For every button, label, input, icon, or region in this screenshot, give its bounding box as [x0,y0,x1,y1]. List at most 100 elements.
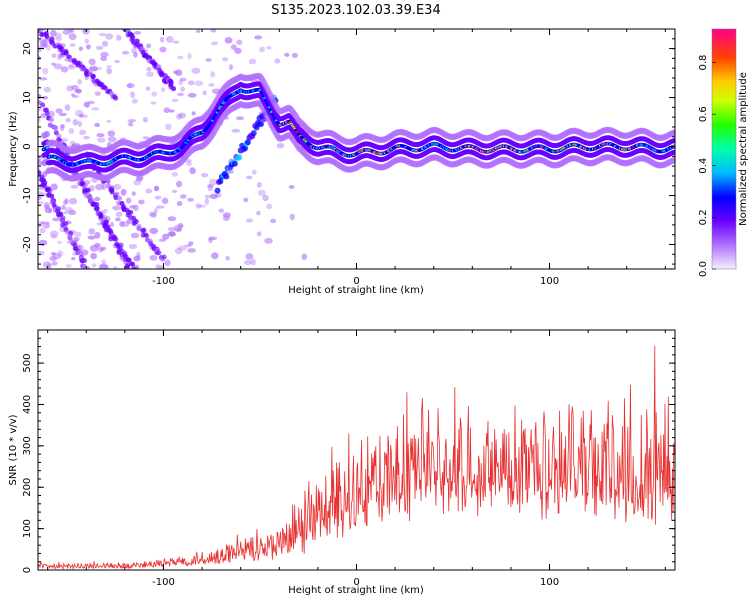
heatmap-cell [251,169,257,175]
heatmap-cell [672,137,675,143]
heatmap-cell [131,47,137,54]
heatmap-cell [72,245,78,251]
heatmap-cell [89,244,99,252]
heatmap-cell [150,212,157,218]
heatmap-cell [64,104,71,111]
heatmap-cell [117,195,123,201]
heatmap-cell [250,258,256,266]
heatmap-cell [162,233,170,240]
spectrogram-x-tick-label: 100 [540,276,559,287]
heatmap-cell [158,238,167,243]
heatmap-cell [106,67,112,75]
heatmap-cell [187,197,194,202]
spectrogram-y-tick-label: -20 [22,236,33,252]
heatmap-cell [289,213,295,221]
heatmap-cell [81,258,87,264]
heatmap-cell [38,170,42,176]
heatmap-cell [264,237,273,244]
heatmap-cell [145,71,154,77]
heatmap-cell [153,185,160,192]
heatmap-cell [257,189,266,197]
heatmap-cell [130,261,136,267]
colorbar-label: Normalized spectral amplitude [738,72,749,226]
heatmap-cell [78,114,88,119]
heatmap-cell [72,94,79,99]
heatmap-cell [223,173,230,180]
heatmap-cell [194,80,204,87]
heatmap-cell [113,95,119,101]
heatmap-cell [76,60,82,66]
heatmap-cell [47,207,53,213]
heatmap-cell [256,182,262,188]
heatmap-cell [208,82,215,87]
heatmap-cell [114,59,120,63]
heatmap-cell [164,259,171,267]
heatmap-cell [208,237,213,244]
heatmap-cell [189,167,196,175]
heatmap-cell [68,33,77,41]
heatmap-cell [95,45,104,51]
heatmap-cell [115,34,122,41]
heatmap-cell [262,194,269,202]
heatmap-cell [145,86,151,91]
heatmap-cell [230,44,237,50]
spectrogram-y-tick-label: 10 [22,91,33,104]
heatmap-cell [96,133,105,138]
heatmap-cell [186,161,192,167]
heatmap-cell [38,191,44,198]
heatmap-cell [146,66,152,72]
heatmap-cell [121,50,130,55]
heatmap-cell [62,29,71,35]
heatmap-cell [222,212,231,218]
heatmap-cell [100,56,107,62]
heatmap-cell [44,130,51,138]
heatmap-cell [274,58,281,64]
heatmap-cell [115,211,123,217]
heatmap-cell [109,189,115,195]
heatmap-cell [42,67,49,75]
snr-x-tick-label: 0 [353,577,359,588]
heatmap-cell [151,91,158,97]
heatmap-cell [301,253,308,260]
heatmap-cell [246,218,254,223]
heatmap-cell [167,216,177,222]
heatmap-cell [38,93,42,99]
heatmap-cell [672,156,675,164]
heatmap-cell [65,264,72,268]
heatmap-cell [60,124,65,131]
heatmap-cell [70,84,79,90]
heatmap-cell [101,40,109,47]
heatmap-cell [58,112,67,117]
heatmap-cell [135,177,143,182]
colorbar: 0.0 0.2 0.4 0.6 0.8 Normalized spectral ampl… [698,28,749,277]
heatmap-cell [44,204,50,210]
snr-x-label: Height of straight line (km) [288,585,424,596]
heatmap-cell [77,79,82,85]
heatmap-cell [191,67,201,74]
heatmap-cell [235,116,245,121]
heatmap-cell [77,120,83,127]
heatmap-cell [98,214,104,220]
heatmap-cell [175,69,183,77]
heatmap-cell [200,172,209,178]
heatmap-cell [94,231,101,239]
heatmap-cell [176,200,183,207]
heatmap-cell [206,184,215,188]
spectrogram-y-label: Frequency (Hz) [8,111,19,187]
snr-y-tick-label: 200 [22,478,33,497]
heatmap-cell [222,57,228,62]
heatmap-cell [177,223,184,229]
colorbar-tick-label: 0.4 [698,158,709,174]
spectrogram-y-tick-label: 20 [22,42,33,55]
heatmap-cell [39,227,46,234]
heatmap-cell [69,140,76,145]
heatmap-cell [65,118,71,123]
heatmap-cell [145,188,153,194]
heatmap-cell [113,195,119,201]
heatmap-cell [231,128,241,133]
heatmap-cell [257,121,264,128]
heatmap-cell [53,63,63,70]
heatmap-cell [270,218,277,224]
heatmap-cell [106,65,112,69]
